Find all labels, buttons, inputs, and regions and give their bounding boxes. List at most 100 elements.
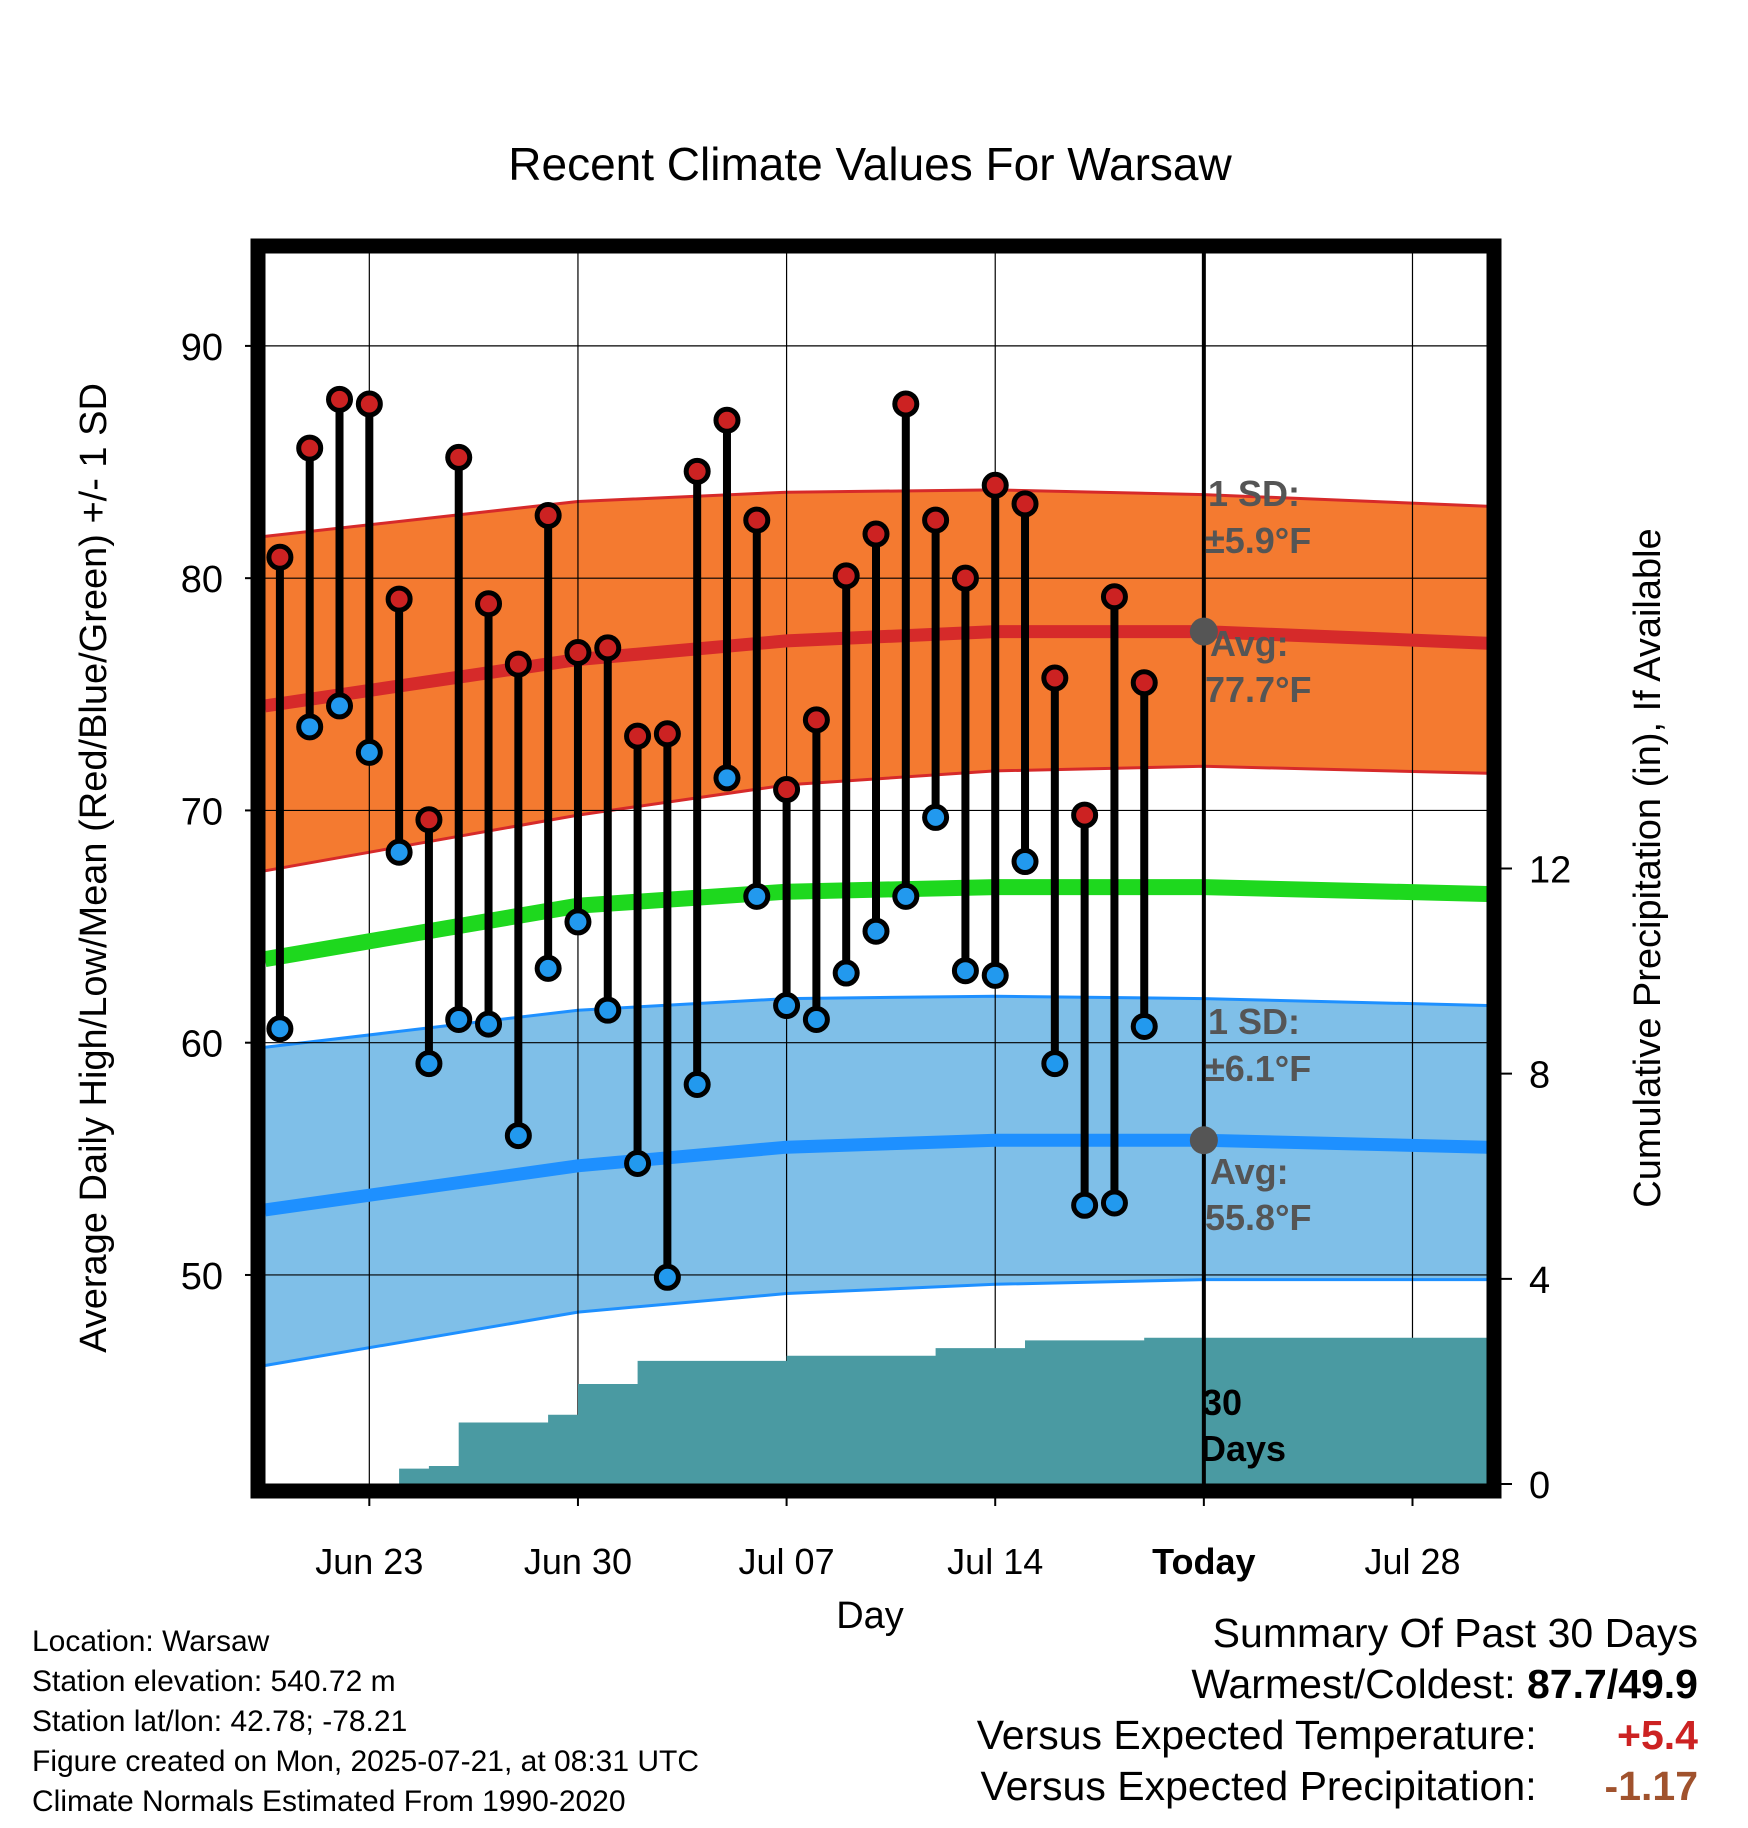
precip-label: Versus Expected Precipitation: — [980, 1763, 1537, 1809]
daily-high-marker — [1100, 583, 1128, 611]
daily-low-marker — [385, 838, 413, 866]
daily-high-marker — [683, 457, 711, 485]
daily-low-marker — [862, 917, 890, 945]
daily-low-marker — [266, 1015, 294, 1043]
daily-high-marker — [802, 706, 830, 734]
daily-low-marker — [534, 954, 562, 982]
daily-high-marker — [355, 390, 383, 418]
daily-low-marker — [922, 803, 950, 831]
y2-tick-label: 12 — [1529, 850, 1571, 892]
low-sd-value: ±6.1°F — [1205, 1048, 1311, 1089]
daily-high-marker — [504, 650, 532, 678]
y-axis-label: Average Daily High/Low/Mean (Red/Blue/Gr… — [73, 383, 115, 1353]
daily-low-marker — [326, 692, 354, 720]
x-tick-label: Jul 14 — [947, 1541, 1043, 1582]
y-tick-label: 80 — [181, 559, 223, 601]
y2-tick-label: 0 — [1529, 1465, 1550, 1507]
low-sd-label: 1 SD: — [1208, 1001, 1300, 1042]
daily-low-marker — [624, 1149, 652, 1177]
y-tick-label: 90 — [181, 327, 223, 369]
today-marker — [1189, 253, 1218, 1484]
daily-low-marker — [415, 1050, 443, 1078]
daily-low-marker — [594, 996, 622, 1024]
daily-high-marker — [892, 390, 920, 418]
daily-low-marker — [504, 1122, 532, 1150]
daily-high-marker — [1130, 669, 1158, 697]
warm-cold-row: Warmest/Coldest: 87.7/49.9 — [977, 1659, 1698, 1710]
precipitation-area — [279, 1337, 1487, 1484]
x-tick-label: Jun 30 — [524, 1541, 632, 1582]
chart-title: Recent Climate Values For Warsaw — [508, 138, 1232, 190]
low-avg-label: Avg: — [1210, 1151, 1289, 1192]
daily-low-marker — [743, 882, 771, 910]
daily-high-marker — [743, 506, 771, 534]
normals-text: Climate Normals Estimated From 1990-2020 — [32, 1785, 626, 1818]
today-low-avg-dot — [1189, 1126, 1218, 1155]
daily-high-marker — [534, 501, 562, 529]
x-tick-label: Jun 23 — [315, 1541, 423, 1582]
low-band-lower-edge — [264, 1278, 1487, 1367]
daily-low-marker — [445, 1005, 473, 1033]
daily-low-marker — [355, 738, 383, 766]
precip-row: Versus Expected Precipitation: -1.17 — [977, 1761, 1699, 1812]
station-metadata: Location: Warsaw Station elevation: 540.… — [32, 1622, 699, 1822]
daily-low-marker — [475, 1010, 503, 1038]
low-sd-annotation: 1 SD: ±6.1°F Avg: 55.8°F — [1205, 1001, 1311, 1238]
low-normal-line — [264, 1133, 1488, 1217]
x-axis-label: Day — [836, 1595, 904, 1637]
temp-label: Versus Expected Temperature: — [976, 1712, 1537, 1758]
y-tick-label: 70 — [181, 791, 223, 833]
daily-low-marker — [832, 959, 860, 987]
daily-high-marker — [415, 806, 443, 834]
daily-high-marker — [981, 471, 1009, 499]
location-text: Location: Warsaw — [32, 1625, 270, 1658]
latlon-text: Station lat/lon: 42.78; -78.21 — [32, 1705, 408, 1738]
y-tick-label: 60 — [181, 1024, 223, 1066]
daily-low-marker — [1041, 1050, 1069, 1078]
precip-cumulative-area — [279, 1337, 1487, 1484]
daily-range-bars — [266, 385, 1158, 1291]
daily-low-marker — [981, 961, 1009, 989]
daily-low-marker — [892, 882, 920, 910]
daily-high-marker — [832, 562, 860, 590]
daily-high-marker — [1071, 801, 1099, 829]
mean-normal-line — [263, 879, 1488, 967]
y-tick-label: 50 — [181, 1256, 223, 1298]
created-text: Figure created on Mon, 2025-07-21, at 08… — [32, 1745, 700, 1778]
elevation-text: Station elevation: 540.72 m — [32, 1665, 396, 1698]
summary-panel: Summary Of Past 30 Days Warmest/Coldest:… — [977, 1608, 1698, 1812]
daily-high-marker — [951, 564, 979, 592]
warm-cold-value: 87.7/49.9 — [1527, 1661, 1698, 1707]
temp-value: +5.4 — [1617, 1712, 1698, 1758]
window-annotation: 30 Days — [1200, 1382, 1286, 1469]
window-days-count: 30 — [1202, 1382, 1242, 1423]
today-high-avg-dot — [1189, 617, 1218, 646]
daily-high-marker — [862, 520, 890, 548]
summary-title: Summary Of Past 30 Days — [1212, 1610, 1698, 1656]
high-sd-label: 1 SD: — [1208, 473, 1300, 514]
x-tick-label: Jul 28 — [1364, 1541, 1460, 1582]
high-band-upper-edge — [264, 488, 1488, 538]
daily-low-marker — [951, 957, 979, 985]
daily-high-marker — [1011, 490, 1039, 518]
y2-tick-label: 4 — [1529, 1260, 1550, 1302]
daily-high-marker — [713, 406, 741, 434]
high-avg-value: 77.7°F — [1205, 669, 1311, 710]
daily-low-marker — [1011, 848, 1039, 876]
daily-high-marker — [475, 590, 503, 618]
daily-high-marker — [445, 443, 473, 471]
daily-high-marker — [773, 776, 801, 804]
y2-axis-label: Cumulative Precipitation (in), If Availa… — [1627, 528, 1669, 1207]
low-avg-value: 55.8°F — [1205, 1197, 1311, 1238]
high-sd-value: ±5.9°F — [1205, 520, 1311, 561]
high-sd-annotation: 1 SD: ±5.9°F Avg: 77.7°F — [1205, 473, 1311, 710]
daily-low-marker — [296, 713, 324, 741]
high-avg-label: Avg: — [1210, 623, 1289, 664]
daily-low-marker — [564, 908, 592, 936]
y2-tick-label: 8 — [1529, 1055, 1550, 1097]
daily-low-marker — [713, 764, 741, 792]
window-days-word: Days — [1200, 1428, 1286, 1469]
high-band-lower-edge — [264, 764, 1488, 873]
low-sd-band — [265, 996, 1487, 1366]
